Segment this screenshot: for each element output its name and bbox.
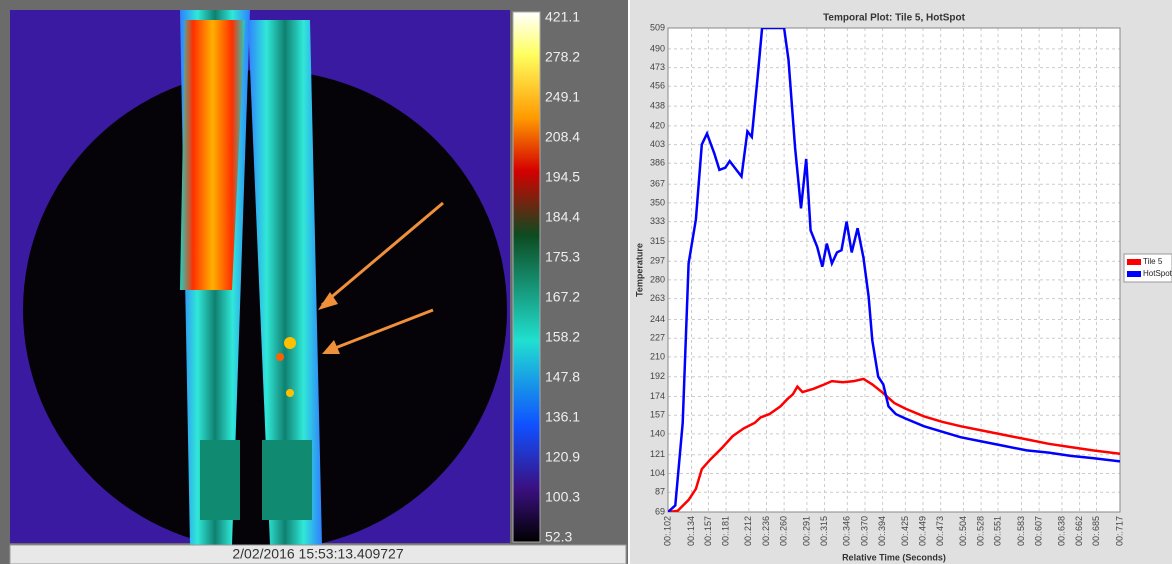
y-tick-label: 350 [650, 197, 665, 207]
x-tick-label: 00:.449 [917, 516, 927, 546]
y-tick-label: 121 [650, 449, 665, 459]
colorbar-label: 184.4 [545, 209, 580, 225]
x-tick-label: 00:.315 [819, 516, 829, 546]
x-tick-label: 00:.370 [859, 516, 869, 546]
timestamp-bar [9, 544, 627, 564]
y-tick-label: 420 [650, 120, 665, 130]
y-tick-label: 227 [650, 333, 665, 343]
y-tick-label: 104 [650, 468, 665, 478]
colorbar-label: 167.2 [545, 289, 580, 305]
data-line [668, 377, 1120, 512]
legend-swatch [1127, 271, 1141, 277]
legend-swatch [1127, 259, 1141, 265]
y-tick-label: 87 [655, 487, 665, 497]
y-tick-label: 157 [650, 410, 665, 420]
colorbar-label: 421.1 [545, 9, 580, 25]
y-tick-label: 333 [650, 216, 665, 226]
y-tick-label: 367 [650, 179, 665, 189]
colorbar-label: 52.3 [545, 529, 572, 545]
legend-label: Tile 5 [1143, 257, 1163, 266]
y-tick-label: 473 [650, 62, 665, 72]
colorbar-label: 100.3 [545, 489, 580, 505]
x-tick-label: 00:.212 [743, 516, 753, 546]
y-tick-label: 456 [650, 81, 665, 91]
chart-title: Temporal Plot: Tile 5, HotSpot [823, 13, 966, 24]
x-tick-label: 00:.551 [992, 516, 1002, 546]
colorbar-label: 194.5 [545, 169, 580, 185]
colorbar-labels: 421.1 278.2 249.1 208.4 194.5 184.4 175.3 167.2… [545, 9, 580, 545]
x-axis-title: Relative Time (Seconds) [842, 552, 946, 562]
colorbar-label: 249.1 [545, 89, 580, 105]
x-tick-label: 00:.102 [662, 516, 672, 546]
y-tick-label: 210 [650, 351, 665, 361]
x-tick-label: 00:.394 [877, 516, 887, 546]
x-tick-label: 00:.528 [975, 516, 985, 546]
legend-label: HotSpot [1143, 269, 1172, 278]
x-tick-label: 00:.662 [1074, 516, 1084, 546]
y-tick-label: 297 [650, 256, 665, 266]
y-tick-label: 490 [650, 43, 665, 53]
x-tick-label: 00:.685 [1091, 516, 1101, 546]
y-tick-label: 69 [655, 506, 665, 516]
colorbar-label: 120.9 [545, 449, 580, 465]
x-tick-label: 00:.504 [958, 516, 968, 546]
plot-border [667, 27, 1121, 513]
colorbar [512, 11, 541, 543]
legend-box [1123, 253, 1172, 283]
x-tick-label: 00:.181 [720, 516, 730, 546]
y-tick-label: 280 [650, 274, 665, 284]
colorbar-label: 278.2 [545, 49, 580, 65]
colorbar-label: 147.8 [545, 369, 580, 385]
y-axis-title: Temperature [634, 243, 644, 297]
y-tick-label: 386 [650, 158, 665, 168]
x-tick-label: 00:.157 [703, 516, 713, 546]
x-tick-label: 00:.638 [1056, 516, 1066, 546]
legend: Tile 5 HotSpot [1123, 253, 1172, 283]
x-tick-label: 00:.583 [1016, 516, 1026, 546]
y-tick-label: 509 [650, 22, 665, 32]
y-tick-label: 174 [650, 391, 665, 401]
timestamp: 2/02/2016 15:53:13.409727 [232, 546, 403, 562]
y-tick-label: 263 [650, 293, 665, 303]
x-tick-label: 00:.425 [900, 516, 910, 546]
x-tick-label: 00:.717 [1114, 516, 1124, 546]
y-tick-label: 244 [650, 314, 665, 324]
thermal-image [10, 10, 510, 550]
colorbar-label: 175.3 [545, 249, 580, 265]
x-tick-label: 00:.346 [842, 516, 852, 546]
x-tick-label: 00:.607 [1034, 516, 1044, 546]
colorbar-label: 208.4 [545, 129, 580, 145]
x-tick-label: 00:.260 [778, 516, 788, 546]
colorbar-label: 136.1 [545, 409, 580, 425]
y-tick-label: 315 [650, 236, 665, 246]
x-tick-label: 00:.236 [761, 516, 771, 546]
y-tick-label: 438 [650, 100, 665, 110]
plot-area [668, 28, 1120, 512]
x-tick-label: 00:.134 [686, 516, 696, 546]
data-line [668, 28, 1120, 512]
colorbar-label: 158.2 [545, 329, 580, 345]
y-tick-label: 192 [650, 371, 665, 381]
y-tick-label: 403 [650, 139, 665, 149]
y-tick-label: 140 [650, 428, 665, 438]
x-tick-label: 00:.291 [801, 516, 811, 546]
x-tick-label: 00:.473 [935, 516, 945, 546]
